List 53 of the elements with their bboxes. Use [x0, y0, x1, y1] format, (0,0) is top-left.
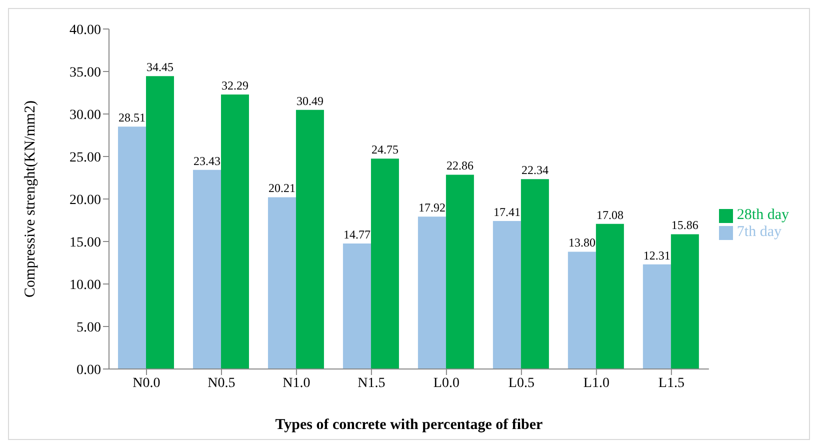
y-tick-label: 10.00	[70, 278, 101, 293]
y-tick-label: 15.00	[70, 235, 101, 250]
bar	[446, 174, 474, 369]
x-tick-label: N1.5	[358, 376, 386, 391]
y-tick-label: 20.00	[70, 192, 101, 208]
bar	[370, 158, 399, 369]
bar	[596, 224, 624, 369]
bar	[118, 126, 146, 369]
x-tick-label: N0.0	[132, 376, 160, 391]
bar	[296, 110, 324, 369]
y-tick-label: 5.00	[76, 320, 101, 336]
bar	[492, 221, 521, 369]
data-label: 14.77	[343, 227, 370, 242]
x-tick-label: N1.0	[282, 376, 310, 391]
data-label: 24.75	[371, 142, 398, 157]
data-label: 23.43	[193, 154, 220, 168]
data-label: 32.29	[221, 78, 248, 93]
data-label: 13.80	[568, 236, 596, 250]
data-label: 22.34	[521, 163, 548, 178]
data-label: 30.49	[296, 94, 324, 108]
bar	[220, 94, 249, 369]
y-axis-title: Compressive strenght(KN/mm2)	[22, 100, 38, 298]
x-tick-label: L0.5	[508, 376, 534, 391]
bar	[418, 216, 446, 369]
data-label: 34.45	[146, 60, 174, 74]
data-label: 15.86	[671, 218, 698, 232]
x-tick-label: L0.0	[433, 376, 460, 391]
bar	[342, 243, 371, 369]
x-tick-label: L1.0	[583, 376, 610, 391]
y-tick-label: 0.00	[76, 362, 101, 378]
data-label: 17.92	[418, 200, 446, 215]
y-tick-label: 25.00	[70, 150, 101, 166]
bar	[146, 76, 174, 369]
y-tick-label: 30.00	[70, 108, 101, 123]
bar	[568, 252, 596, 369]
x-tick-label: N0.5	[208, 376, 236, 391]
data-label: 20.21	[268, 181, 296, 196]
data-label: 17.41	[493, 205, 520, 220]
y-tick-label: 35.00	[70, 65, 101, 80]
bar	[642, 264, 671, 369]
x-axis-title: Types of concrete with percentage of fiber	[275, 417, 544, 433]
data-label: 28.51	[118, 110, 146, 125]
bar	[192, 170, 221, 369]
legend-label: 7th day	[736, 224, 782, 240]
legend-label: 28th day	[736, 207, 789, 223]
x-tick-label: L1.5	[658, 376, 684, 391]
y-tick-label: 40.00	[70, 22, 101, 38]
bar	[268, 197, 296, 369]
data-label: 17.08	[596, 208, 624, 222]
bar	[520, 179, 549, 369]
bar	[670, 234, 699, 369]
data-label: 22.86	[446, 158, 474, 173]
data-label: 12.31	[643, 248, 670, 262]
